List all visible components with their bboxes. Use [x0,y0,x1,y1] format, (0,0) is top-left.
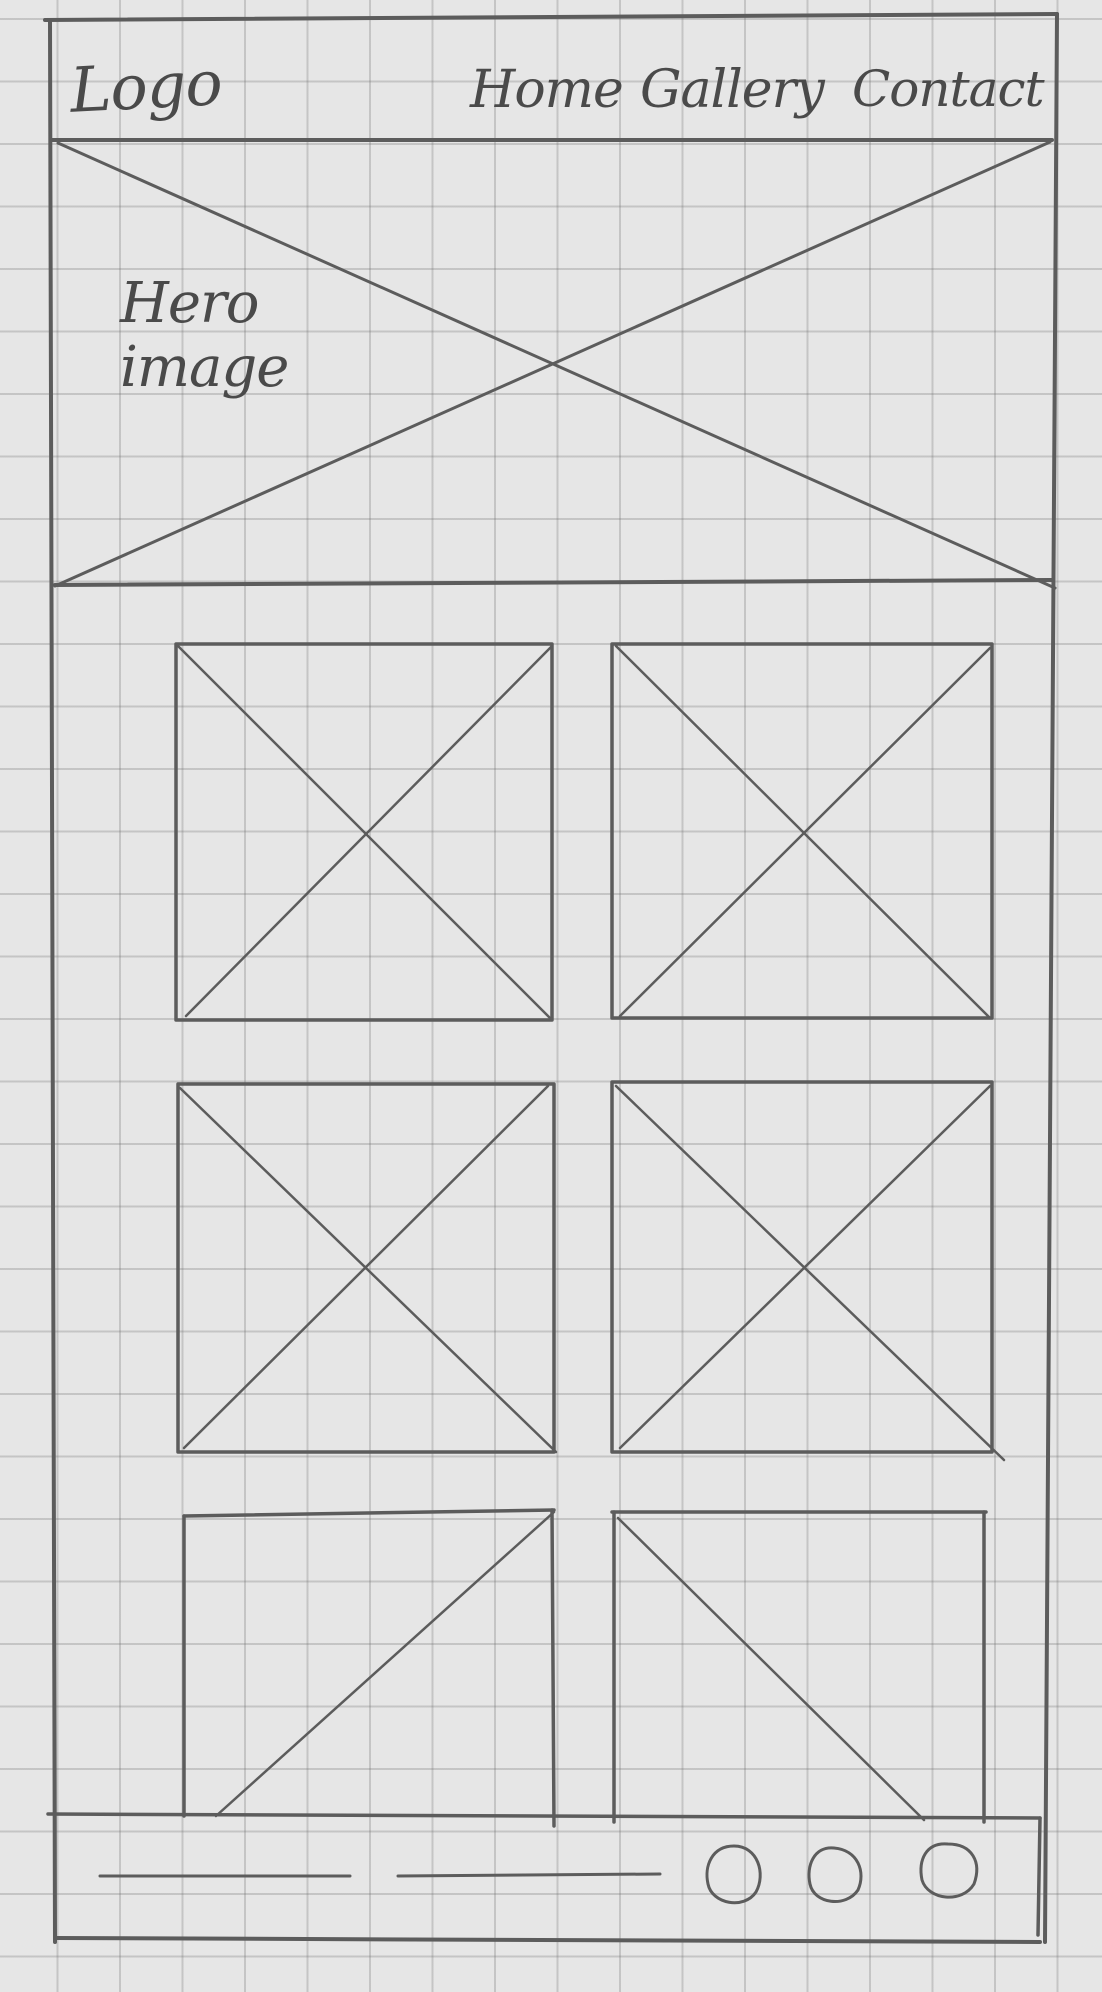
page-frame [43,12,1059,1944]
gallery-tile-2[interactable] [610,642,994,1020]
nav-home[interactable]: Home [470,60,624,120]
nav-contact[interactable]: Contact [852,60,1045,118]
gallery-tile-3[interactable] [176,1082,558,1454]
footer-bar [46,1812,1042,1937]
hero-image-placeholder [53,140,1057,590]
logo[interactable]: Logo [68,46,224,127]
footer-links [98,1872,662,1878]
social-icon-3[interactable] [919,1842,975,1906]
gallery-tile-1[interactable] [174,642,554,1022]
gallery-tile-5[interactable] [182,1508,556,1828]
circle-icon [807,1846,863,1903]
social-icons [705,1842,979,1905]
nav-gallery[interactable]: Gallery [640,60,825,120]
footer-link-1[interactable] [98,1866,352,1886]
circle-icon [919,1842,979,1899]
footer-link-2[interactable] [396,1866,662,1886]
social-icon-1[interactable] [706,1844,762,1908]
circle-icon [705,1844,762,1905]
social-icon-2[interactable] [807,1846,863,1910]
gallery-tile-6[interactable] [610,1510,988,1824]
hero-label: Hero image [120,271,289,400]
footer-link-line [396,1872,662,1878]
gallery-tile-4[interactable] [610,1080,1006,1462]
